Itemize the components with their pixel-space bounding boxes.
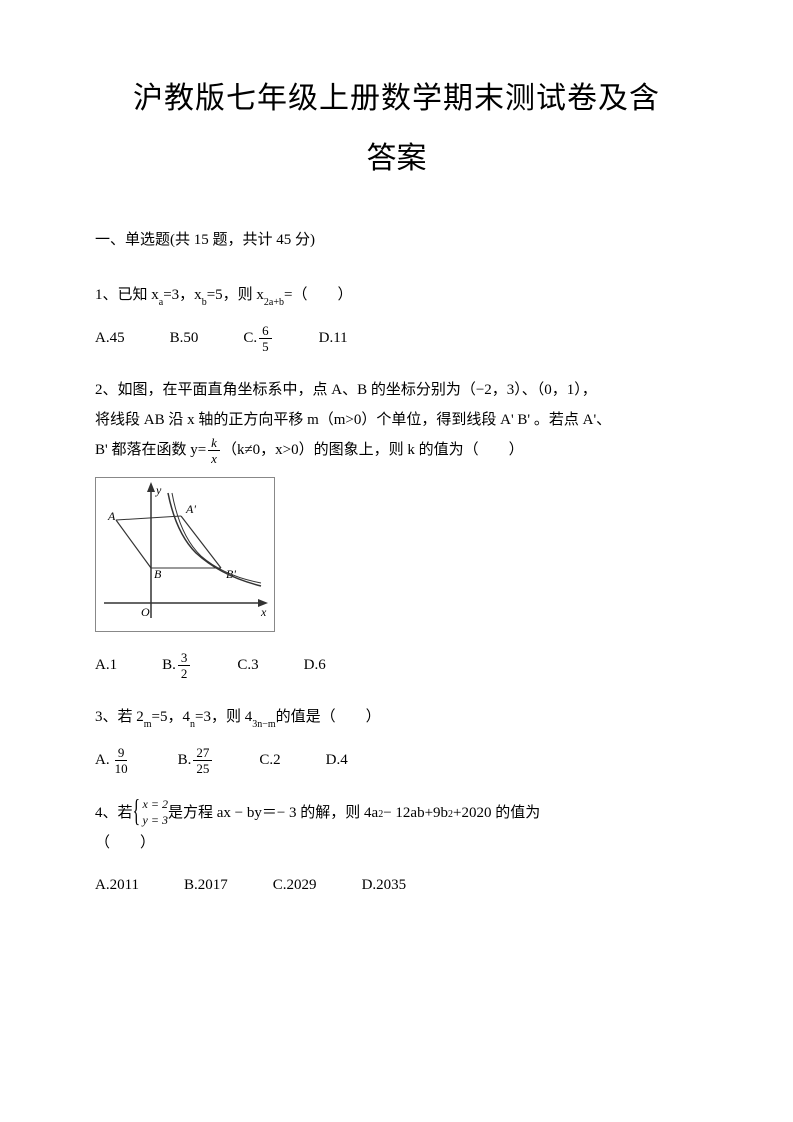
section-header: 一、单选题(共 15 题，共计 45 分) bbox=[95, 228, 698, 252]
fig-o-label: O bbox=[141, 605, 150, 619]
q1-sub1: a bbox=[159, 297, 163, 308]
question-2: 2、如图，在平面直角坐标系中，点 A、B 的坐标分别为（−2，3）、（0，1），… bbox=[95, 375, 698, 680]
q2-frac: k x bbox=[208, 436, 220, 465]
q3-sub1: m bbox=[144, 719, 152, 730]
q3-optB: B. 27 25 bbox=[178, 745, 215, 775]
q2-line3-suf: （k≠0，x>0）的图象上，则 k 的值为（ ） bbox=[222, 435, 524, 465]
question-3: 3、若 2m=5，4n=3，则 43n−m的值是（ ） A. 9 10 B. 2… bbox=[95, 702, 698, 775]
q3-options: A. 9 10 B. 27 25 C.2 D.4 bbox=[95, 745, 698, 775]
fig-A-label: A bbox=[107, 509, 116, 523]
q1-text: 1、已知 xa=3，xb=5，则 x2a+b=（ ） bbox=[95, 280, 698, 311]
q4-suf: +2020 的值为 bbox=[453, 798, 540, 828]
q4-optD: D.2035 bbox=[362, 870, 407, 900]
q2-line3: B' 都落在函数 y= k x （k≠0，x>0）的图象上，则 k 的值为（ ） bbox=[95, 435, 524, 465]
q3-sub2: n bbox=[190, 719, 195, 730]
q2-optC: C.3 bbox=[237, 650, 258, 680]
q3-mid2: =3，则 4 bbox=[195, 709, 252, 725]
q4-optB: B.2017 bbox=[184, 870, 228, 900]
q3-optB-frac: 27 25 bbox=[193, 746, 212, 775]
q3-optC: C.2 bbox=[259, 745, 280, 775]
q4-line1: 4、若 x = 2 y = 3 是方程 ax − by＝− 3 的解，则 4a2… bbox=[95, 797, 540, 828]
q4-paren: （ ） bbox=[95, 828, 698, 858]
question-1: 1、已知 xa=3，xb=5，则 x2a+b=（ ） A.45 B.50 C. … bbox=[95, 280, 698, 353]
q3-optA-num: 9 bbox=[115, 746, 128, 761]
q2-line2: 将线段 AB 沿 x 轴的正方向平移 m（m>0）个单位，得到线段 A' B' … bbox=[95, 405, 698, 435]
q4-sub1: 2 bbox=[378, 805, 383, 825]
fig-y-label: y bbox=[155, 483, 162, 497]
q4-mid2: − 12ab+9b bbox=[383, 798, 448, 828]
q4-optC: C.2029 bbox=[273, 870, 317, 900]
q3-sub3: 3n−m bbox=[252, 719, 275, 730]
question-4: 4、若 x = 2 y = 3 是方程 ax − by＝− 3 的解，则 4a2… bbox=[95, 797, 698, 900]
q2-frac-num: k bbox=[208, 436, 220, 451]
q1-sub2: b bbox=[202, 297, 207, 308]
q1-optC-pre: C. bbox=[243, 323, 257, 353]
q2-line1: 2、如图，在平面直角坐标系中，点 A、B 的坐标分别为（−2，3）、（0，1）， bbox=[95, 375, 698, 405]
q1-mid1: =3，x bbox=[163, 287, 201, 303]
page-title-line1: 沪教版七年级上册数学期末测试卷及含 bbox=[95, 75, 698, 123]
q2-figure: y x O A B A' B' bbox=[95, 477, 275, 632]
q2-optB-pre: B. bbox=[162, 650, 176, 680]
q3-optB-num: 27 bbox=[193, 746, 212, 761]
fig-x-label: x bbox=[260, 605, 267, 619]
q1-optC-num: 6 bbox=[259, 324, 272, 339]
q3-optA-frac: 9 10 bbox=[112, 746, 131, 775]
q1-mid2: =5，则 x bbox=[207, 287, 264, 303]
q1-suf: =（ ） bbox=[284, 287, 352, 303]
q1-optC-den: 5 bbox=[259, 339, 272, 353]
q1-optC-frac: 6 5 bbox=[259, 324, 272, 353]
q2-options: A.1 B. 3 2 C.3 D.6 bbox=[95, 650, 698, 680]
q2-optB-num: 3 bbox=[178, 651, 191, 666]
q2-optB-frac: 3 2 bbox=[178, 651, 191, 680]
q4-text: 4、若 x = 2 y = 3 是方程 ax − by＝− 3 的解，则 4a2… bbox=[95, 797, 698, 858]
q1-sub3: 2a+b bbox=[264, 297, 284, 308]
q4-eq1: x = 2 bbox=[143, 797, 168, 813]
coordinate-graph-icon: y x O A B A' B' bbox=[96, 478, 274, 631]
q4-eq2: y = 3 bbox=[143, 813, 168, 829]
q3-mid1: =5，4 bbox=[152, 709, 190, 725]
q4-options: A.2011 B.2017 C.2029 D.2035 bbox=[95, 870, 698, 900]
q3-optB-den: 25 bbox=[193, 761, 212, 775]
q3-text: 3、若 2m=5，4n=3，则 43n−m的值是（ ） bbox=[95, 702, 698, 733]
q1-optD: D.11 bbox=[319, 323, 348, 353]
q4-sub2: 2 bbox=[448, 805, 453, 825]
q3-optA-den: 10 bbox=[112, 761, 131, 775]
q2-frac-den: x bbox=[208, 451, 220, 465]
q1-options: A.45 B.50 C. 6 5 D.11 bbox=[95, 323, 698, 353]
page-title-line2: 答案 bbox=[95, 135, 698, 183]
q3-optA-pre: A. bbox=[95, 745, 110, 775]
q3-suf: 的值是（ ） bbox=[276, 709, 381, 725]
q4-brace: x = 2 y = 3 bbox=[133, 797, 168, 828]
q1-optC: C. 6 5 bbox=[243, 323, 273, 353]
q3-optB-pre: B. bbox=[178, 745, 192, 775]
q2-line3-pre: B' 都落在函数 y= bbox=[95, 435, 206, 465]
fig-Ap-label: A' bbox=[185, 502, 196, 516]
q3-pre: 3、若 2 bbox=[95, 709, 144, 725]
q4-optA: A.2011 bbox=[95, 870, 139, 900]
q1-pre: 1、已知 x bbox=[95, 287, 159, 303]
q3-optA: A. 9 10 bbox=[95, 745, 133, 775]
q1-optA: A.45 bbox=[95, 323, 125, 353]
q2-optD: D.6 bbox=[304, 650, 326, 680]
q1-optB: B.50 bbox=[170, 323, 199, 353]
q2-optA: A.1 bbox=[95, 650, 117, 680]
q4-pre: 4、若 bbox=[95, 798, 133, 828]
fig-B-label: B bbox=[154, 567, 162, 581]
q2-text: 2、如图，在平面直角坐标系中，点 A、B 的坐标分别为（−2，3）、（0，1），… bbox=[95, 375, 698, 465]
q2-optB: B. 3 2 bbox=[162, 650, 192, 680]
q4-mid: 是方程 ax − by＝− 3 的解，则 4a bbox=[168, 798, 378, 828]
q3-optD: D.4 bbox=[326, 745, 348, 775]
q2-optB-den: 2 bbox=[178, 666, 191, 680]
